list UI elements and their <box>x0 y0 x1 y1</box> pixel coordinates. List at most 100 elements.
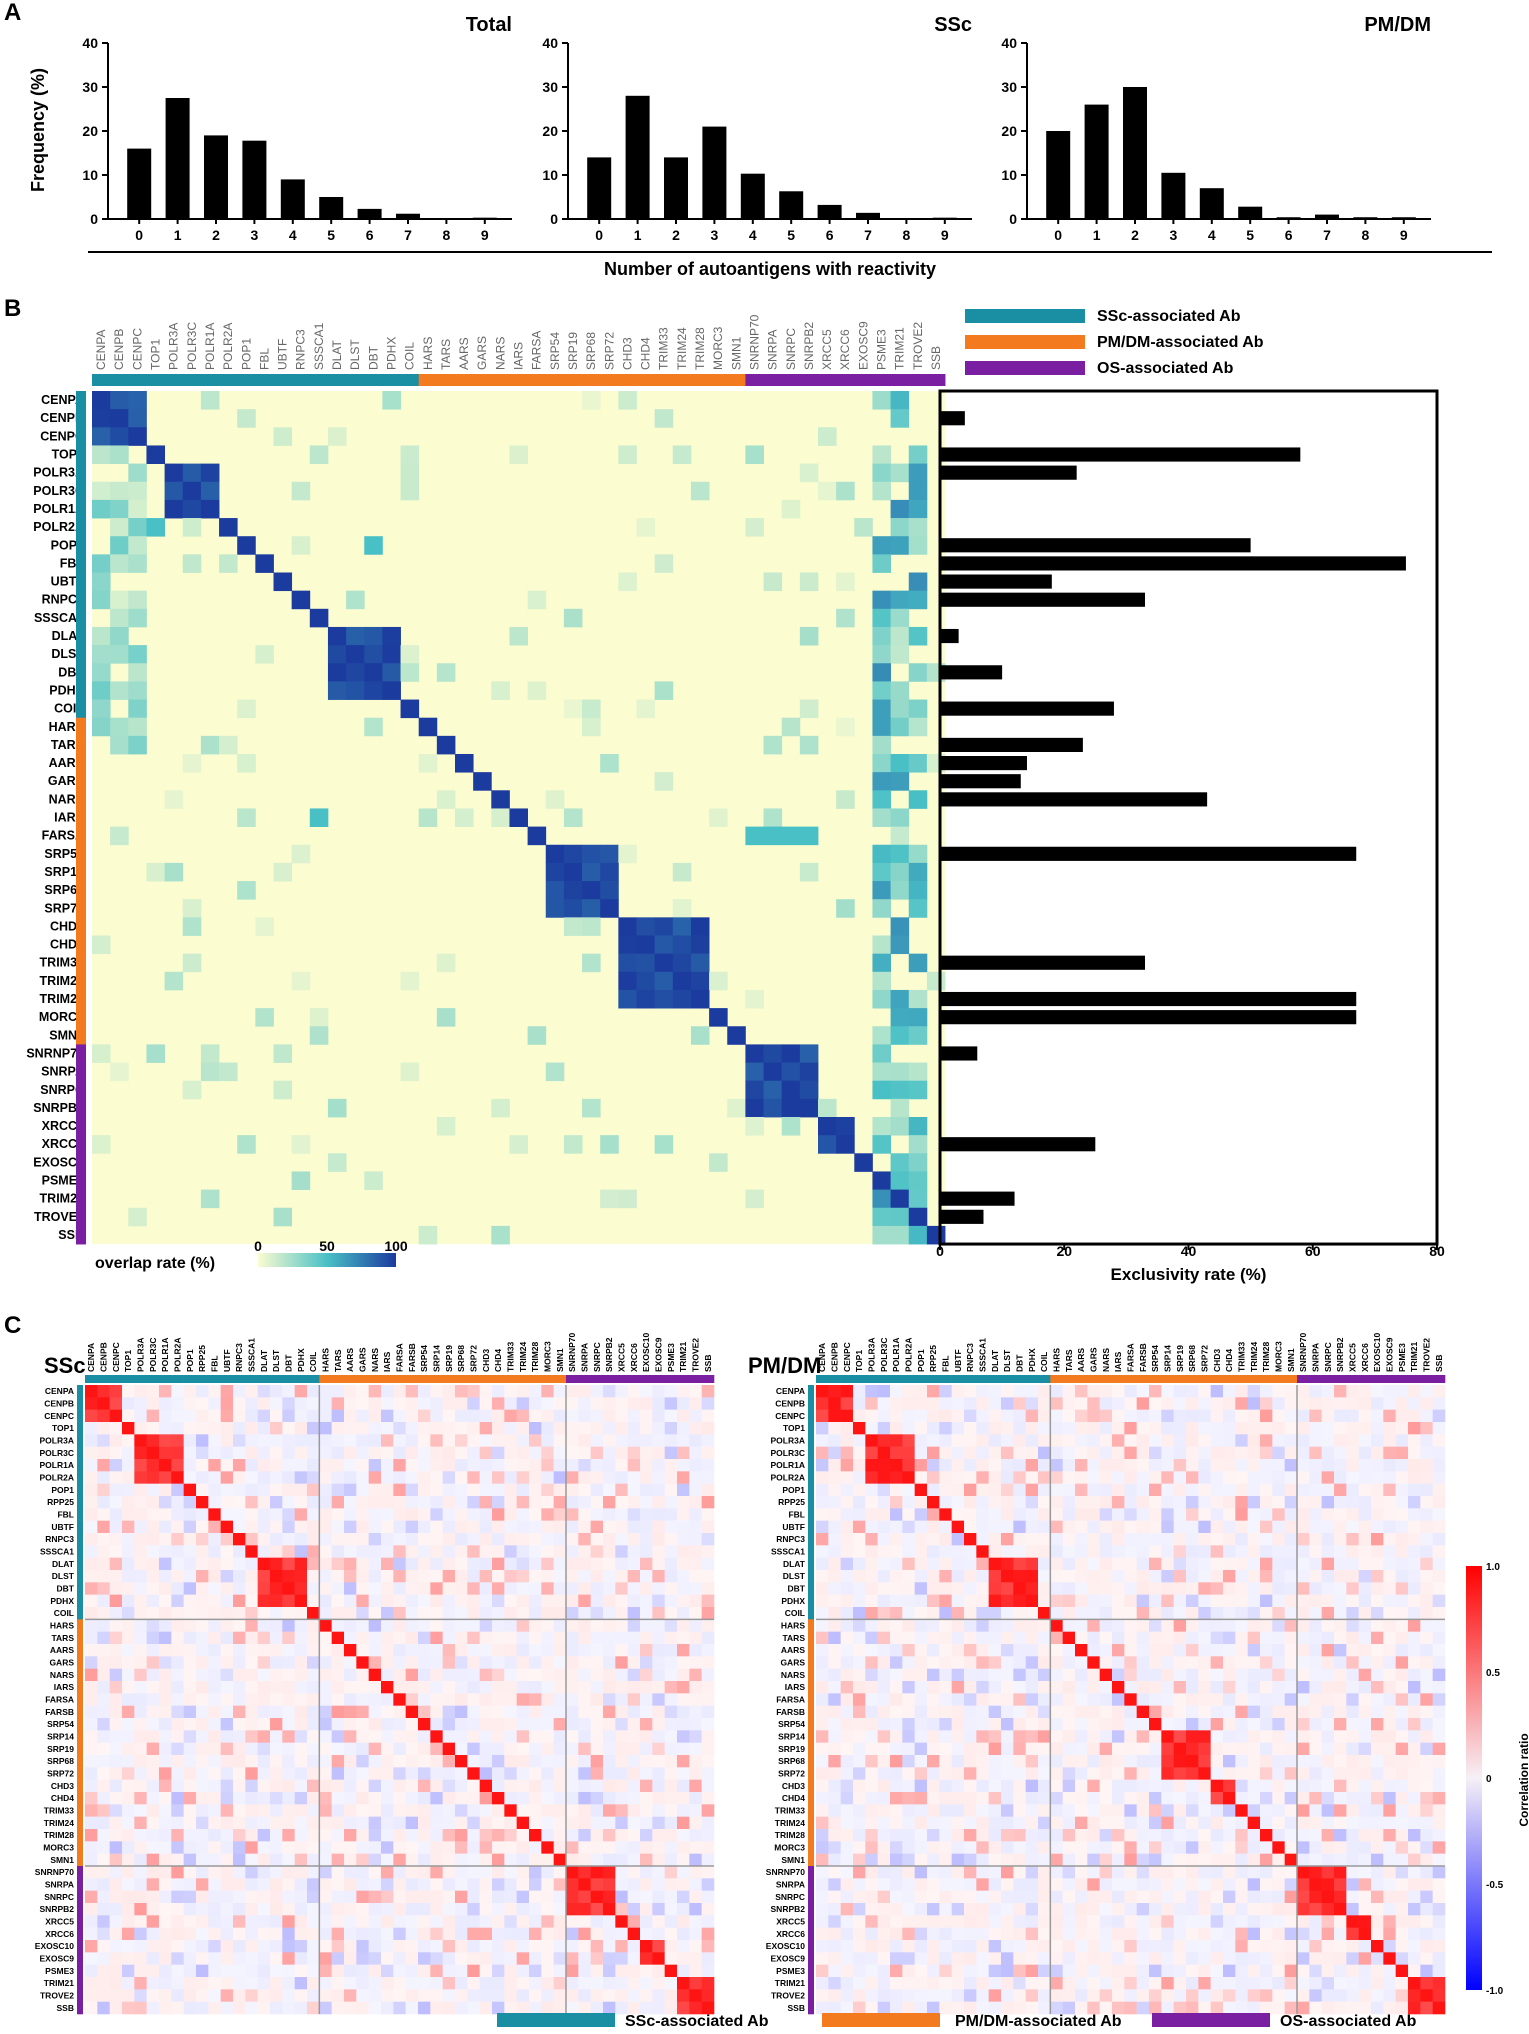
corr-ssc-cell <box>122 1434 135 1447</box>
corr-pmdm-cell <box>828 1595 841 1608</box>
overlap-group-bar-left <box>76 1099 86 1118</box>
corr-ssc-cell <box>196 1459 209 1472</box>
corr-ssc-col-label: TOP1 <box>123 1350 133 1372</box>
corr-pmdm-cell <box>902 1508 915 1521</box>
corr-pmdm-cell <box>964 1619 977 1632</box>
corr-ssc-cell <box>406 1669 419 1682</box>
corr-ssc-cell <box>97 1422 110 1435</box>
corr-pmdm-cell <box>1001 1422 1014 1435</box>
corr-pmdm-cell <box>964 1422 977 1435</box>
corr-ssc-cell <box>282 1471 295 1484</box>
corr-ssc-cell <box>110 1558 123 1571</box>
corr-ssc-cell <box>233 1385 246 1398</box>
corr-ssc-cell <box>208 1915 221 1928</box>
corr-ssc-cell <box>430 1434 443 1447</box>
corr-ssc-cell <box>233 1582 246 1595</box>
corr-ssc-cell <box>652 1977 665 1990</box>
corr-pmdm-cell <box>1186 1533 1199 1546</box>
corr-ssc-cell <box>492 1928 505 1941</box>
overlap-cell <box>909 591 928 610</box>
corr-ssc-cell <box>406 1878 419 1891</box>
corr-pmdm-cell <box>1161 1459 1174 1472</box>
corr-ssc-cell <box>430 1989 443 2002</box>
corr-ssc-col-label: SNRPC <box>592 1342 602 1372</box>
overlap-group-bar-top <box>401 374 420 386</box>
corr-ssc-cell <box>184 1989 197 2002</box>
overlap-cell <box>165 790 184 809</box>
overlap-group-bar-left <box>76 1208 86 1227</box>
corr-ssc-cell <box>504 1607 517 1620</box>
corr-ssc-cell <box>171 1422 184 1435</box>
overlap-group-bar-top <box>437 374 456 386</box>
overlap-cell <box>691 972 710 991</box>
corr-pmdm-cell <box>1174 1607 1187 1620</box>
corr-ssc-cell <box>356 1928 369 1941</box>
overlap-group-bar-top <box>673 374 692 386</box>
corr-pmdm-cell <box>1013 1521 1026 1534</box>
corr-ssc-cell <box>295 1521 308 1534</box>
corr-pmdm-cell <box>1174 1619 1187 1632</box>
overlap-cell <box>909 1026 928 1045</box>
corr-ssc-row-label: TOP1 <box>52 1423 74 1433</box>
exclusivity-bar-1 <box>940 411 965 425</box>
overlap-cell <box>255 1008 274 1027</box>
overlap-cell <box>600 1135 619 1154</box>
corr-pmdm-cell <box>1161 1669 1174 1682</box>
corr-ssc-cell <box>628 1829 641 1842</box>
corr-ssc-cell <box>603 1521 616 1534</box>
corr-ssc-cell <box>134 1693 147 1706</box>
corr-pmdm-cell <box>976 1385 989 1398</box>
corr-ssc-cell <box>319 1422 332 1435</box>
corr-ssc-cell <box>492 1632 505 1645</box>
bar-2-xtick-label: 4 <box>1208 227 1216 243</box>
corr-pmdm-cell <box>1063 1619 1076 1632</box>
corr-ssc-cell <box>319 1447 332 1460</box>
corr-ssc-cell <box>702 1410 715 1423</box>
overlap-cell <box>92 445 111 464</box>
corr-pmdm-cell <box>1137 1706 1150 1719</box>
corr-ssc-cell <box>159 1459 172 1472</box>
corr-ssc-cell <box>578 1989 591 2002</box>
corr-ssc-cell <box>554 1545 567 1558</box>
corr-pmdm-cell <box>1297 1632 1310 1645</box>
corr-ssc-cell <box>443 1447 456 1460</box>
corr-ssc-cell <box>628 1706 641 1719</box>
corr-ssc-cell <box>393 1397 406 1410</box>
corr-pmdm-cell <box>865 1434 878 1447</box>
corr-ssc-cell <box>344 1447 357 1460</box>
corr-ssc-cell <box>208 1607 221 1620</box>
corr-ssc-cell <box>677 1434 690 1447</box>
corr-ssc-cell <box>492 1755 505 1768</box>
corr-ssc-cell <box>147 1484 160 1497</box>
bar-1-title: SSc <box>934 14 972 36</box>
corr-pmdm-cell <box>1211 1397 1224 1410</box>
corr-ssc-cell <box>492 1607 505 1620</box>
corr-ssc-cell <box>356 1508 369 1521</box>
overlap-col-label: SMN1 <box>729 336 743 370</box>
overlap-cell <box>745 1190 764 1209</box>
corr-pmdm-cell <box>1100 1619 1113 1632</box>
corr-ssc-cell <box>147 1743 160 1756</box>
corr-pmdm-cell <box>1359 1607 1372 1620</box>
corr-pmdm-cell <box>1161 1508 1174 1521</box>
corr-pmdm-cell <box>939 1693 952 1706</box>
corr-ssc-cell <box>504 1792 517 1805</box>
overlap-cell <box>237 1135 256 1154</box>
corr-pmdm-cell <box>1161 1570 1174 1583</box>
corr-ssc-cell <box>677 1706 690 1719</box>
corr-ssc-cell <box>652 1792 665 1805</box>
corr-pmdm-cell <box>1346 1397 1359 1410</box>
exclusivity-frame <box>940 391 1437 1244</box>
corr-pmdm-cell <box>1161 1545 1174 1558</box>
corr-ssc-cell <box>85 1730 98 1743</box>
corr-pmdm-cell <box>1297 1706 1310 1719</box>
corr-ssc-cell <box>134 1434 147 1447</box>
corr-ssc-cell <box>406 1681 419 1694</box>
corr-ssc-cell <box>97 1952 110 1965</box>
corr-ssc-cell <box>369 1804 382 1817</box>
corr-ssc-cell <box>282 1496 295 1509</box>
corr-ssc-group-bar-left <box>77 1558 83 1571</box>
corr-ssc-cell <box>332 1521 345 1534</box>
corr-pmdm-cell <box>1087 1582 1100 1595</box>
corr-ssc-cell <box>665 1656 678 1669</box>
